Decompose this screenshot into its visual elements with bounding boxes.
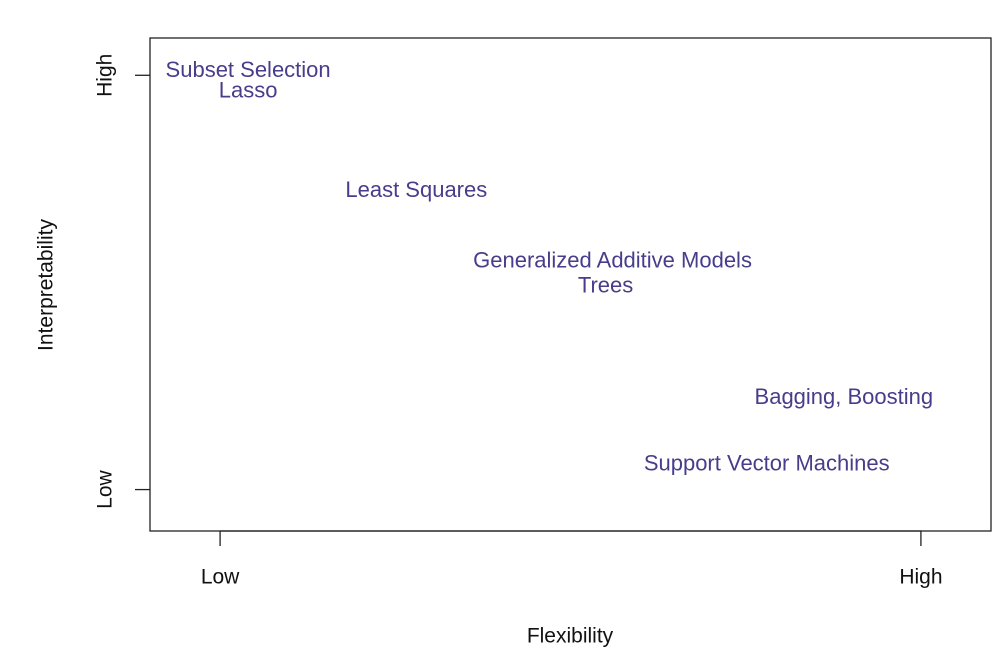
- x-axis-title: Flexibility: [527, 625, 614, 648]
- method-label: Bagging, Boosting: [755, 384, 934, 409]
- method-label: Lasso: [219, 78, 278, 103]
- x-tick-label: Low: [201, 566, 240, 589]
- method-label: Subset Selection: [166, 57, 331, 82]
- method-label: Trees: [578, 272, 633, 297]
- y-tick-label: Low: [94, 469, 117, 508]
- y-tick-label: High: [94, 54, 117, 97]
- method-label: Generalized Additive Models: [473, 248, 752, 273]
- x-tick-label: High: [899, 566, 942, 589]
- method-label: Support Vector Machines: [644, 451, 890, 476]
- method-label: Least Squares: [345, 177, 487, 202]
- y-axis-title: Interpretability: [35, 219, 58, 351]
